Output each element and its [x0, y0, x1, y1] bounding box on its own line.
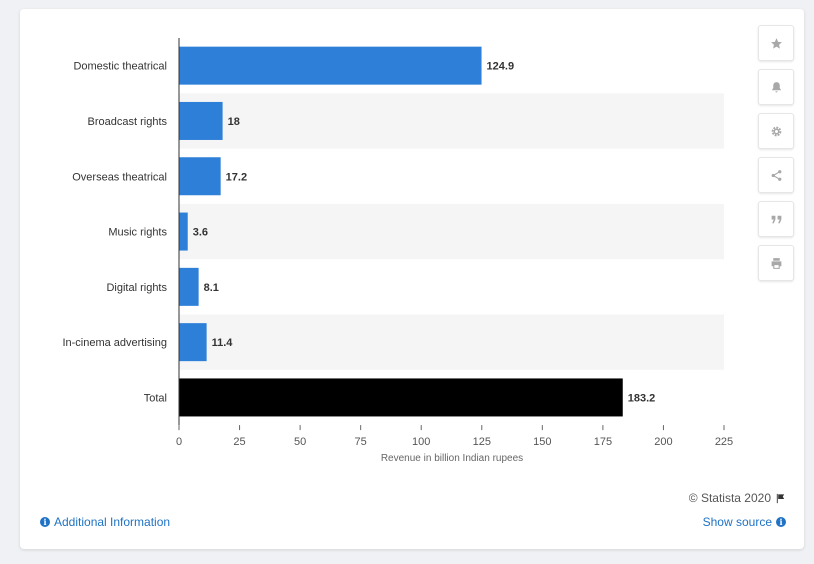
- tick-label: 150: [533, 436, 551, 448]
- print-button[interactable]: [758, 245, 794, 281]
- x-axis: 0 25 50 75 100 125 150 175 200 225: [176, 38, 733, 448]
- value-label: 3.6: [193, 227, 208, 239]
- chart-toolbar: [758, 25, 794, 289]
- row-band: [179, 93, 724, 149]
- category-labels: Domestic theatrical Broadcast rights Overs…: [62, 61, 167, 405]
- additional-information-link[interactable]: i Additional Information: [40, 515, 170, 529]
- category-label: Broadcast rights: [88, 116, 168, 128]
- star-icon: [770, 37, 782, 49]
- tick-label: 225: [715, 436, 733, 448]
- row-bands: [179, 93, 724, 370]
- bar[interactable]: [179, 212, 188, 251]
- bar-chart: Domestic theatrical Broadcast rights Overs…: [62, 38, 733, 464]
- tick-label: 0: [176, 436, 182, 448]
- tick-label: 100: [412, 436, 430, 448]
- info-icon: i: [776, 517, 786, 527]
- tick-label: 200: [654, 436, 672, 448]
- chart-card: Domestic theatrical Broadcast rights Overs…: [20, 9, 804, 549]
- bar[interactable]: [179, 323, 207, 362]
- tick-label: 25: [233, 436, 245, 448]
- show-source-link[interactable]: Show source i: [703, 515, 786, 529]
- additional-information-label: Additional Information: [54, 515, 171, 529]
- category-label: Domestic theatrical: [73, 61, 167, 73]
- quote-icon: [771, 215, 781, 223]
- tick-label: 125: [473, 436, 491, 448]
- flag-icon: [776, 493, 785, 503]
- row-band: [179, 203, 724, 260]
- category-label: Total: [144, 392, 167, 404]
- x-axis-label: Revenue in billion Indian rupees: [381, 453, 523, 464]
- tick-label: 50: [294, 436, 306, 448]
- bell-icon: [771, 81, 781, 92]
- bar[interactable]: [179, 46, 482, 85]
- value-label: 18: [228, 116, 240, 128]
- bars: [179, 46, 623, 417]
- print-icon: [771, 257, 781, 269]
- value-label: 124.9: [487, 61, 515, 73]
- share-button[interactable]: [758, 157, 794, 193]
- bar[interactable]: [179, 378, 623, 417]
- category-label: In-cinema advertising: [62, 337, 167, 349]
- gear-icon: [771, 126, 781, 136]
- category-label: Music rights: [108, 227, 167, 239]
- notification-button[interactable]: [758, 69, 794, 105]
- category-label: Digital rights: [106, 282, 167, 294]
- bar[interactable]: [179, 101, 223, 140]
- value-label: 17.2: [226, 171, 247, 183]
- tick-label: 175: [594, 436, 612, 448]
- bar[interactable]: [179, 157, 221, 196]
- favorite-button[interactable]: [758, 25, 794, 61]
- cite-button[interactable]: [758, 201, 794, 237]
- bar[interactable]: [179, 267, 199, 306]
- settings-button[interactable]: [758, 113, 794, 149]
- value-label: 8.1: [204, 282, 219, 294]
- info-icon: i: [40, 517, 50, 527]
- statista-credit[interactable]: © Statista 2020: [689, 491, 786, 505]
- value-label: 183.2: [628, 392, 656, 404]
- value-labels: 124.9 18 17.2 3.6 8.1 11.4 183.2: [193, 61, 656, 405]
- tick-label: 75: [355, 436, 367, 448]
- row-band: [179, 314, 724, 370]
- credit-text: © Statista 2020: [688, 491, 771, 505]
- category-label: Overseas theatrical: [72, 171, 167, 183]
- share-icon: [771, 169, 781, 181]
- show-source-label: Show source: [702, 515, 772, 529]
- value-label: 11.4: [212, 337, 234, 349]
